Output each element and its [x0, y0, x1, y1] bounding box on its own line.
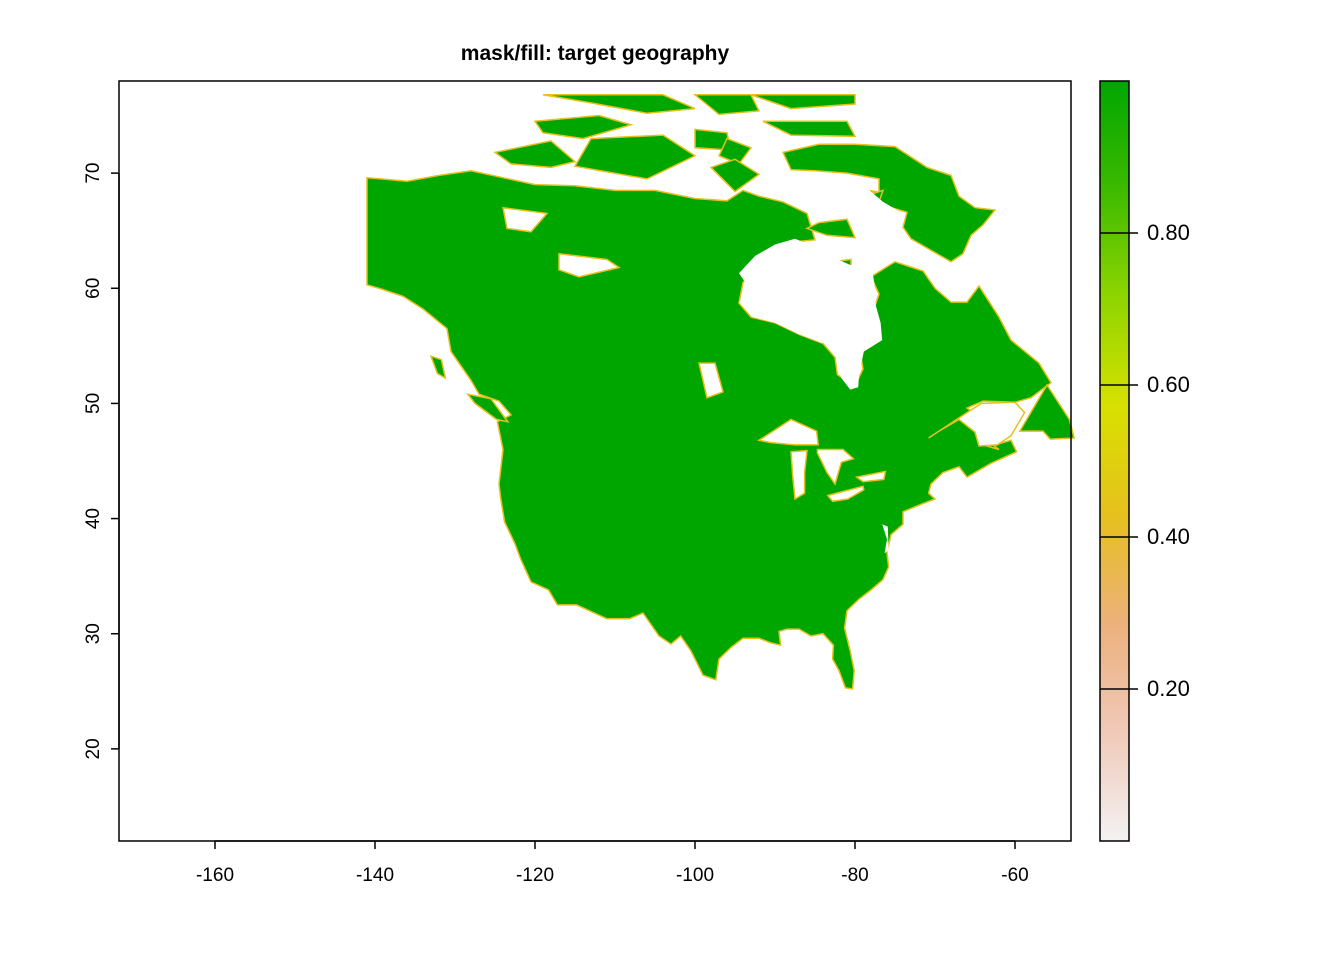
- arctic-island-9: [781, 143, 997, 263]
- y-tick-label: 20: [83, 738, 104, 759]
- legend-color-bar: [1100, 81, 1129, 841]
- chesapeake-bay: [882, 524, 889, 554]
- x-tick-label: -80: [841, 865, 868, 886]
- legend-tick-label: 0.40: [1147, 524, 1190, 549]
- x-tick-label: -160: [196, 865, 234, 886]
- lake-1: [790, 449, 808, 501]
- chart-title: mask/fill: target geography: [461, 42, 730, 65]
- arctic-island-0: [493, 140, 577, 169]
- haida-gwaii: [429, 354, 447, 380]
- hudson-bay: [739, 238, 883, 390]
- raster-map: [366, 94, 1076, 690]
- legend-tick-label: 0.80: [1147, 220, 1190, 245]
- legend-tick-label: 0.20: [1147, 676, 1190, 701]
- gulf-st-lawrence: [928, 401, 1026, 447]
- arctic-island-1: [533, 114, 634, 140]
- lake-0: [757, 418, 820, 446]
- mainland: [366, 170, 1052, 690]
- lake-5: [698, 362, 724, 399]
- x-tick-label: -140: [356, 865, 394, 886]
- y-tick-label: 70: [83, 163, 104, 184]
- color-legend: 0.20 0.40 0.60 0.80: [1099, 80, 1190, 842]
- y-axis: 20 30 40 50 60 70: [83, 163, 120, 759]
- newfoundland: [1018, 383, 1076, 440]
- legend-tick-label: 0.60: [1147, 372, 1190, 397]
- arctic-island-10: [805, 218, 857, 239]
- x-axis: -160 -140 -120 -100 -80 -60: [196, 840, 1029, 886]
- y-tick-label: 40: [83, 508, 104, 529]
- x-tick-label: -120: [516, 865, 554, 886]
- lake-3: [826, 485, 865, 503]
- y-tick-label: 30: [83, 623, 104, 644]
- lake-7: [502, 206, 549, 233]
- vancouver-island: [465, 393, 510, 423]
- arctic-island-6: [542, 94, 696, 114]
- x-tick-label: -100: [676, 865, 714, 886]
- arctic-island-7: [692, 94, 761, 116]
- y-tick-label: 50: [83, 393, 104, 414]
- arctic-island-5: [762, 120, 857, 138]
- y-tick-label: 60: [83, 278, 104, 299]
- arctic-island-12: [709, 158, 761, 193]
- arctic-island-8: [750, 94, 856, 110]
- lake-6: [558, 252, 621, 278]
- x-tick-label: -60: [1001, 865, 1028, 886]
- lake-2: [816, 448, 855, 486]
- water-holes: [502, 184, 1026, 554]
- legend-frame: [1099, 80, 1130, 842]
- land-mask: [366, 94, 1076, 690]
- lake-4: [854, 470, 887, 483]
- foxe-basin: [823, 184, 903, 222]
- arctic-island-2: [573, 134, 697, 180]
